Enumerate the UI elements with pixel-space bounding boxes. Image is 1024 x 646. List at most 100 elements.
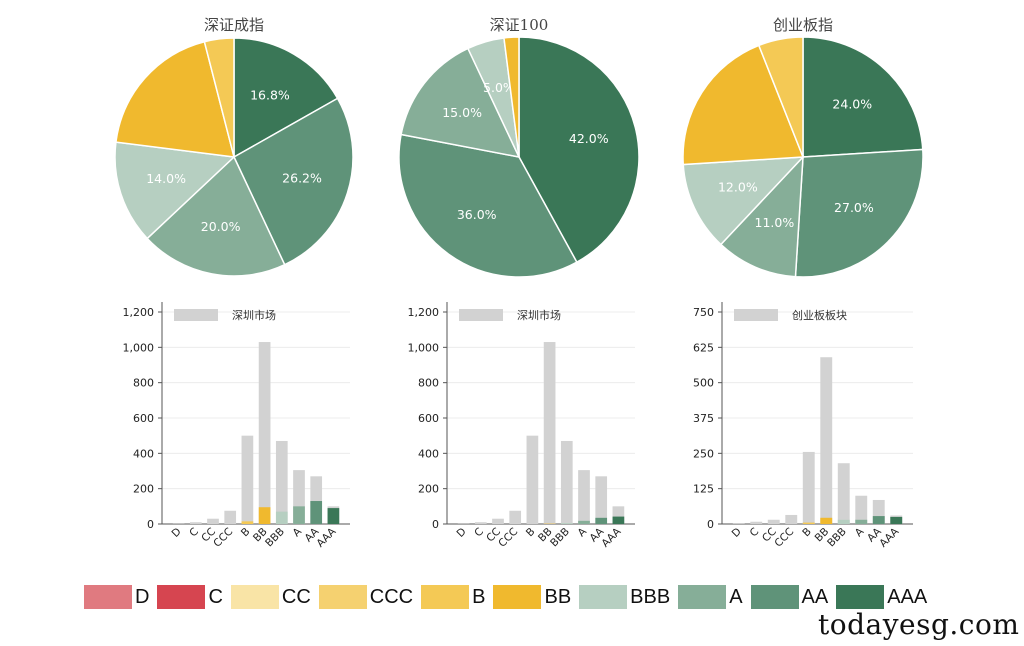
legend-label: B: [472, 586, 486, 608]
pie-slice-aaa: [518, 36, 640, 264]
bar-market-a: [578, 470, 590, 524]
bar-market-ccc: [509, 510, 522, 524]
legend-item-cc: CC: [230, 585, 319, 609]
x-tick-label: BBB: [263, 526, 287, 550]
rating-legend: D C CC CCC B BB BBB A AA AAA: [84, 583, 935, 611]
legend-swatch: [493, 585, 542, 609]
pie-slice-label: 11.0%: [755, 215, 795, 230]
bar-index-bb: [258, 507, 271, 524]
legend-swatch: [836, 585, 885, 609]
bar-market-aaa: [612, 506, 625, 524]
pie-slice-label: 20.0%: [201, 219, 241, 234]
legend-label: BB: [544, 586, 572, 608]
pie-slice-bbb: [114, 141, 236, 240]
bar-market-c: [189, 522, 202, 524]
bar-market-aa: [310, 476, 323, 524]
bar-market-a: [855, 495, 868, 524]
pie-title: 创业板指: [773, 16, 833, 34]
y-tick-label: 250: [693, 447, 714, 460]
pie-slice-a: [146, 155, 286, 277]
bar-market-cc: [492, 518, 504, 524]
pie-slice-aaa: [233, 37, 339, 159]
legend-item-aaa: AAA: [836, 585, 935, 609]
bar-market-bbb: [560, 440, 573, 524]
legend-label: AA: [801, 586, 829, 608]
y-tick-label: 1,000: [408, 341, 440, 354]
pie-slice-bb: [682, 44, 805, 166]
bar-index-aa: [595, 517, 608, 524]
bar-market-bbb: [275, 440, 288, 524]
x-tick-label: AAA: [877, 525, 902, 550]
legend-swatch: [157, 585, 206, 609]
legend-swatch: [734, 309, 778, 321]
y-tick-label: 200: [133, 483, 154, 496]
bar-index-bbb: [275, 511, 288, 524]
bar-market-c: [474, 522, 487, 524]
bar-index-bbb: [837, 519, 850, 524]
bar-index-a: [578, 520, 590, 524]
x-tick-label: BBB: [825, 526, 849, 550]
pie-slice-bb: [115, 40, 236, 158]
y-tick-label: 0: [432, 518, 439, 531]
x-tick-label: B: [524, 526, 538, 540]
pie-slice-aa: [794, 148, 924, 278]
pie-slice-aa: [233, 97, 354, 266]
bar-market-b: [802, 451, 815, 524]
pie-slice-label: 12.0%: [718, 180, 758, 195]
bar-market-bbb: [837, 463, 850, 524]
legend-item-d: D: [84, 585, 157, 609]
y-tick-label: 800: [418, 377, 439, 390]
bar-market-c: [750, 521, 763, 524]
pie-slice-label: 27.0%: [834, 200, 874, 215]
legend-item-bb: BB: [493, 585, 579, 609]
pie-chart-1: 深证成指 16.8% 26.2% 20.0% 14.0%: [114, 16, 354, 277]
x-tick-label: C: [187, 526, 201, 540]
bar-market-bb: [820, 357, 833, 524]
bar-market-aa: [872, 499, 885, 524]
legend-item-c: C: [157, 585, 230, 609]
bar-market-cc: [207, 518, 219, 524]
pie-slice-label: 36.0%: [457, 207, 497, 222]
x-tick-label: C: [472, 526, 486, 540]
pie-chart-2: 深证100 42.0% 36.0% 15.0%5.0%: [398, 16, 640, 278]
x-tick-label: CCC: [496, 526, 520, 550]
legend-swatch: [678, 585, 727, 609]
legend-item-a: A: [678, 585, 750, 609]
legend-label: C: [208, 586, 223, 608]
pie-slice-b: [757, 36, 804, 158]
bar-market-a: [293, 470, 305, 524]
y-tick-label: 0: [707, 518, 714, 531]
bar-index-b: [241, 521, 254, 524]
legend-label: A: [729, 586, 743, 608]
y-tick-label: 1,200: [123, 306, 155, 319]
legend-label: CC: [281, 586, 311, 608]
bar-index-aaa: [890, 516, 903, 524]
legend-item-bbb: BBB: [579, 585, 678, 609]
pie-slice-a: [719, 154, 804, 278]
y-tick-label: 0: [147, 518, 154, 531]
legend-swatch: [230, 585, 279, 609]
legend-swatch: [318, 585, 367, 609]
legend-label: AAA: [887, 586, 928, 608]
pie-title: 深证100: [490, 16, 549, 34]
bar-index-aaa: [612, 516, 625, 524]
pie-slice-a: [400, 47, 521, 159]
pie-slice-label: 26.2%: [282, 171, 322, 186]
pie-slice-label: 16.8%: [250, 87, 290, 102]
bar-index-b: [802, 522, 815, 524]
pie-slice-bbb: [682, 156, 805, 246]
bar-market-cc: [767, 519, 780, 524]
y-tick-label: 200: [418, 483, 439, 496]
pie-title: 深证成指: [204, 16, 264, 34]
pie-slice-label: 24.0%: [832, 97, 872, 112]
legend-swatch: [579, 585, 628, 609]
legend-swatch: [174, 309, 218, 321]
bar-index-aa: [872, 516, 885, 524]
y-tick-label: 625: [693, 341, 714, 354]
legend-swatch: [421, 585, 470, 609]
y-tick-label: 800: [133, 377, 154, 390]
legend-label: BBB: [630, 586, 671, 608]
bar-index-a: [855, 519, 868, 524]
